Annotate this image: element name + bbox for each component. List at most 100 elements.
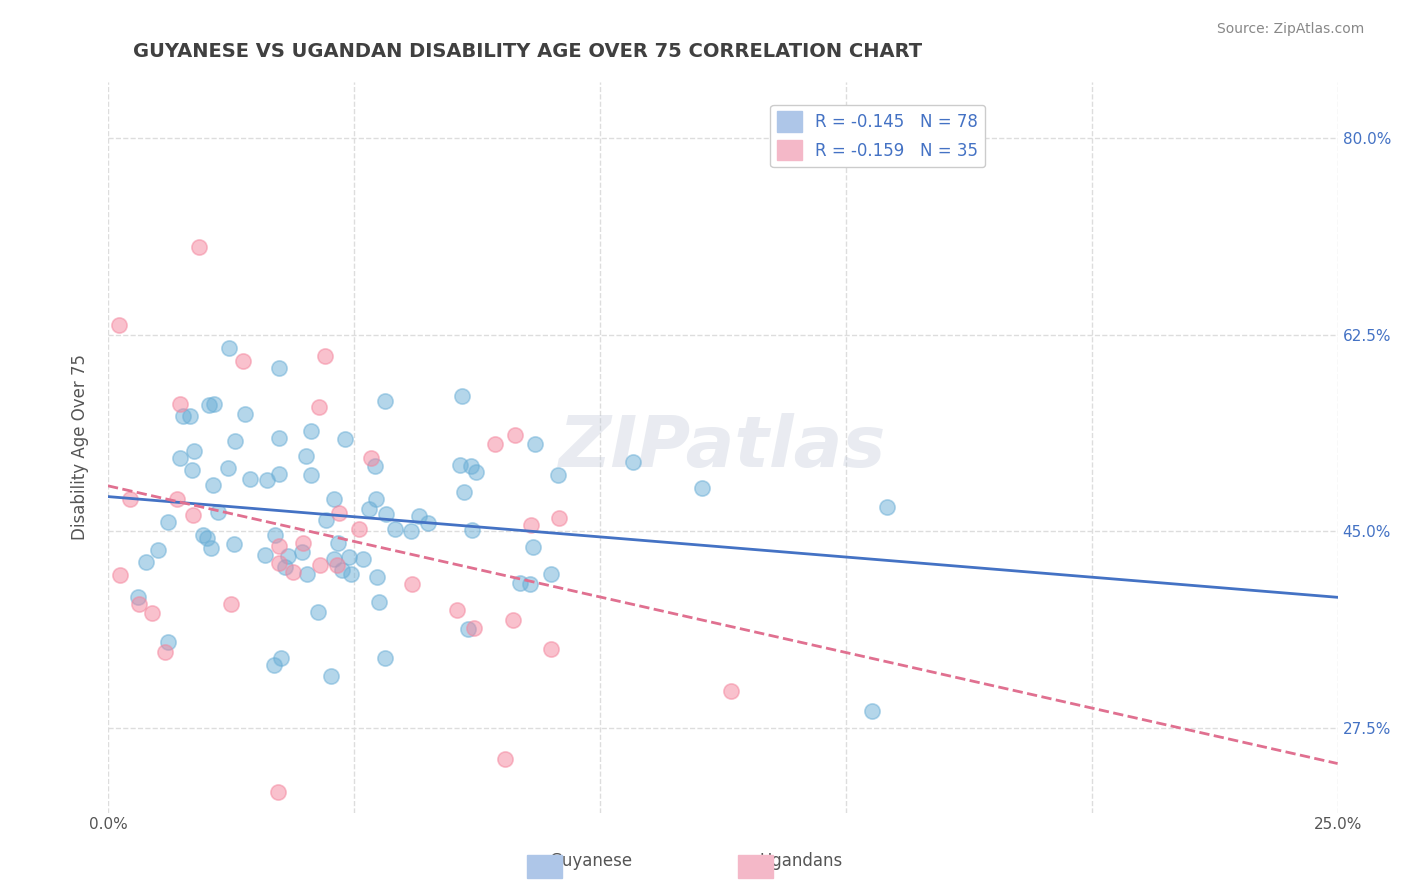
Point xyxy=(540,641,562,656)
Point xyxy=(187,240,209,254)
Point xyxy=(484,437,506,451)
Point xyxy=(233,407,256,421)
Point xyxy=(157,635,180,649)
Text: GUYANESE VS UGANDAN DISABILITY AGE OVER 75 CORRELATION CHART: GUYANESE VS UGANDAN DISABILITY AGE OVER … xyxy=(132,42,922,61)
Point xyxy=(253,548,276,562)
Point xyxy=(315,513,337,527)
Point xyxy=(267,539,290,553)
Point xyxy=(368,595,391,609)
Point xyxy=(141,606,163,620)
Point xyxy=(451,389,474,403)
Point xyxy=(464,465,486,479)
Point xyxy=(267,785,290,799)
Point xyxy=(364,491,387,506)
Y-axis label: Disability Age Over 75: Disability Age Over 75 xyxy=(72,354,89,541)
Point xyxy=(291,536,314,550)
Point xyxy=(408,509,430,524)
Point xyxy=(326,558,349,573)
Point xyxy=(307,605,329,619)
Point xyxy=(374,393,396,408)
Point xyxy=(519,576,541,591)
Point xyxy=(384,522,406,536)
Point xyxy=(401,577,423,591)
Point xyxy=(335,432,357,446)
Point xyxy=(460,458,482,473)
Point xyxy=(191,528,214,542)
Point xyxy=(239,471,262,485)
Point xyxy=(547,468,569,483)
Point xyxy=(503,428,526,442)
Point xyxy=(457,622,479,636)
Point xyxy=(461,523,484,537)
Point xyxy=(322,491,344,506)
Point xyxy=(359,501,381,516)
Point xyxy=(295,449,318,463)
Point xyxy=(166,491,188,506)
Point xyxy=(264,528,287,542)
Point xyxy=(263,658,285,673)
Point xyxy=(328,535,350,549)
Point xyxy=(128,597,150,611)
Point xyxy=(267,431,290,445)
Point xyxy=(267,467,290,482)
Point xyxy=(352,552,374,566)
Point xyxy=(547,511,569,525)
Point xyxy=(274,560,297,574)
Point xyxy=(181,508,204,522)
Point xyxy=(299,468,322,483)
Point xyxy=(169,451,191,466)
Point xyxy=(399,524,422,539)
Point xyxy=(309,558,332,572)
Point xyxy=(332,563,354,577)
Point xyxy=(520,518,543,533)
Point xyxy=(308,401,330,415)
Point xyxy=(232,353,254,368)
Point xyxy=(217,460,239,475)
Point xyxy=(218,341,240,355)
Point xyxy=(339,567,361,582)
Point xyxy=(183,444,205,458)
Point xyxy=(270,651,292,665)
Point xyxy=(224,536,246,550)
Point xyxy=(522,540,544,554)
Point xyxy=(374,651,396,665)
Point xyxy=(224,434,246,448)
Point xyxy=(120,492,142,507)
Legend: R = -0.145   N = 78, R = -0.159   N = 35: R = -0.145 N = 78, R = -0.159 N = 35 xyxy=(770,104,986,167)
Point xyxy=(283,566,305,580)
Point xyxy=(337,550,360,565)
Point xyxy=(180,463,202,477)
Point xyxy=(366,569,388,583)
Text: Guyanese: Guyanese xyxy=(548,852,633,870)
Point xyxy=(179,409,201,424)
Point xyxy=(155,645,177,659)
Point xyxy=(321,669,343,683)
Point xyxy=(446,603,468,617)
Text: ZIPatlas: ZIPatlas xyxy=(560,413,887,482)
Point xyxy=(200,541,222,555)
Point xyxy=(108,568,131,582)
Point xyxy=(720,683,742,698)
Point xyxy=(494,752,516,766)
Point xyxy=(364,459,387,474)
Point xyxy=(360,450,382,465)
Point xyxy=(540,567,562,582)
Point xyxy=(127,591,149,605)
Point xyxy=(146,543,169,558)
Point xyxy=(295,567,318,582)
Point xyxy=(621,455,644,469)
Point xyxy=(277,549,299,564)
Point xyxy=(860,704,883,718)
Point xyxy=(314,349,336,363)
Point xyxy=(198,397,221,411)
Point xyxy=(172,409,194,423)
Point xyxy=(523,437,546,451)
Point xyxy=(201,477,224,491)
Point xyxy=(267,361,290,376)
Text: Ugandans: Ugandans xyxy=(759,852,844,870)
Point xyxy=(157,516,180,530)
Point xyxy=(509,576,531,591)
Point xyxy=(323,551,346,566)
Point xyxy=(269,556,291,570)
Point xyxy=(502,613,524,627)
